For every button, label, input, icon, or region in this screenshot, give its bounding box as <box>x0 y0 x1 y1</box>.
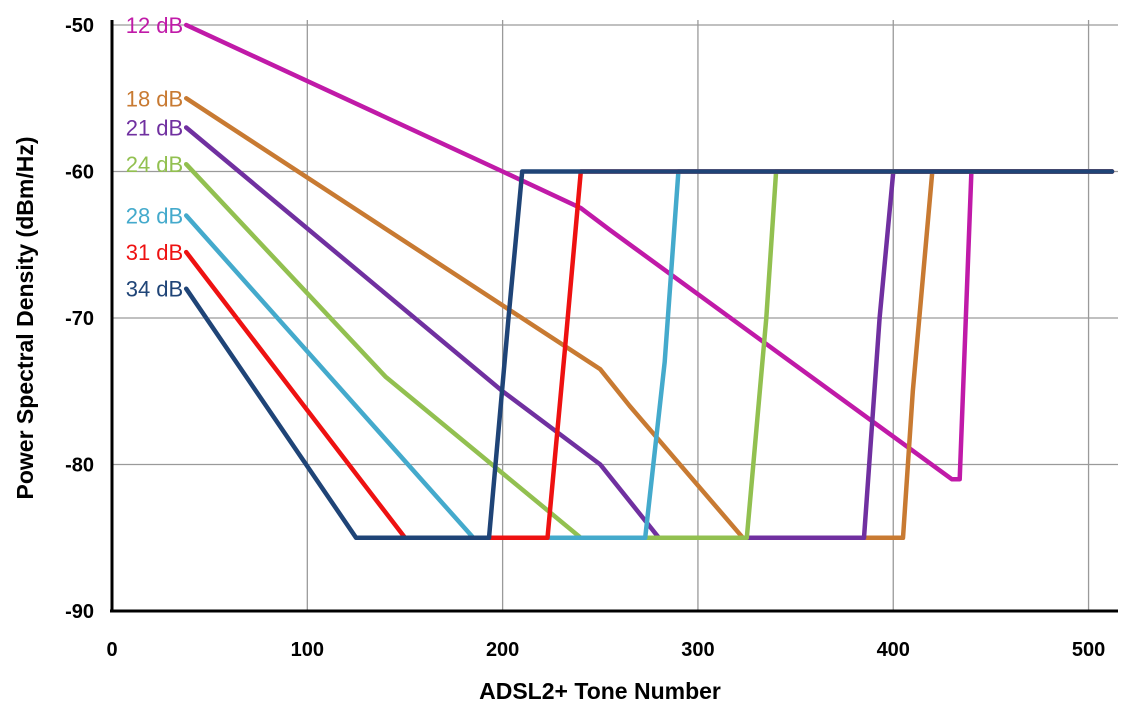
series-lines <box>183 22 1115 541</box>
series-line-3 <box>183 161 1115 541</box>
x-tick-label: 500 <box>1072 639 1105 661</box>
x-tick-label: 200 <box>486 639 519 661</box>
series-label: 31 dB <box>126 240 184 265</box>
series-line-6 <box>183 169 1115 541</box>
y-tick-label: -50 <box>65 15 94 37</box>
series-line-4 <box>183 169 1115 541</box>
y-axis-title: Power Spectral Density (dBm/Hz) <box>12 137 38 500</box>
tick-labels: 0 100 200 300 400 500 -50 -60 -70 -80 -90 <box>65 15 1105 661</box>
y-tick-label: -90 <box>65 601 94 623</box>
y-tick-label: -60 <box>65 162 94 184</box>
x-axis-title: ADSL2+ Tone Number <box>479 678 721 704</box>
series-label: 24 dB <box>126 152 184 177</box>
series-label: 18 dB <box>126 86 184 111</box>
axes <box>110 20 1118 613</box>
series-line-2 <box>183 125 1115 541</box>
y-tick-label: -70 <box>65 308 94 330</box>
series-labels: 12 dB 18 dB 21 dB 24 dB 28 dB 31 dB 34 dB <box>126 13 184 302</box>
series-label: 12 dB <box>126 13 184 38</box>
y-tick-label: -80 <box>65 455 94 477</box>
x-tick-label: 0 <box>106 639 117 661</box>
series-line-0 <box>183 22 1115 482</box>
x-tick-label: 100 <box>291 639 324 661</box>
series-label: 34 dB <box>126 277 184 302</box>
series-label: 28 dB <box>126 203 184 228</box>
x-tick-label: 300 <box>681 639 714 661</box>
series-label: 21 dB <box>126 116 184 141</box>
x-tick-label: 400 <box>877 639 910 661</box>
